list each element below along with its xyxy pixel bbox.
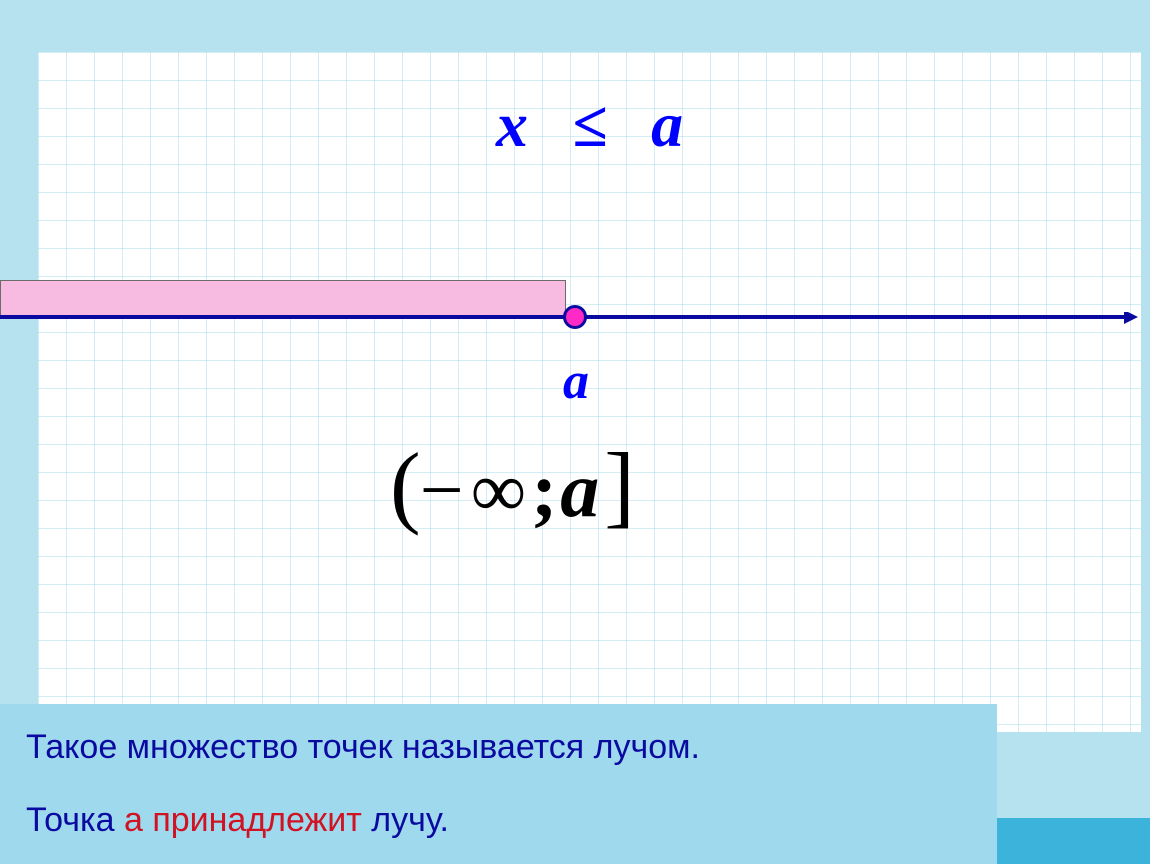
grid-area: x ≤ a a (−∞;a]: [38, 52, 1141, 732]
interval-separator: ;: [531, 446, 556, 533]
caption-line-1: Такое множество точек называется лучом.: [26, 728, 971, 767]
interval-a: a: [560, 446, 598, 533]
interval-close-bracket: ]: [604, 434, 634, 536]
inequality-a: a: [651, 89, 683, 160]
point-a-label: a: [563, 352, 589, 411]
point-a-marker: [563, 305, 587, 329]
interval-notation: (−∞;a]: [390, 432, 634, 538]
caption-line2-mid: принадлежит: [143, 801, 362, 839]
interval-open-paren: (: [390, 434, 420, 536]
caption-line2-post: лучу.: [362, 801, 449, 839]
inequality-expression: x ≤ a: [38, 88, 1141, 162]
caption-line1-em: лучом.: [594, 728, 700, 766]
caption-box: Такое множество точек называется лучом. …: [0, 704, 997, 864]
caption-line2-pre: Точка: [26, 801, 124, 839]
interval-negative: −: [420, 446, 463, 533]
slide-frame: x ≤ a a (−∞;a] Такое множество точек наз…: [0, 0, 1150, 864]
inequality-x: x: [496, 89, 528, 160]
interval-infinity: ∞: [471, 446, 526, 533]
decorative-strip: [997, 818, 1150, 864]
caption-line2-a: a: [124, 801, 143, 839]
inequality-operator: ≤: [572, 89, 607, 160]
caption-line-2: Точка a принадлежит лучу.: [26, 801, 971, 840]
caption-line1-text: Такое множество точек называется: [26, 728, 594, 766]
